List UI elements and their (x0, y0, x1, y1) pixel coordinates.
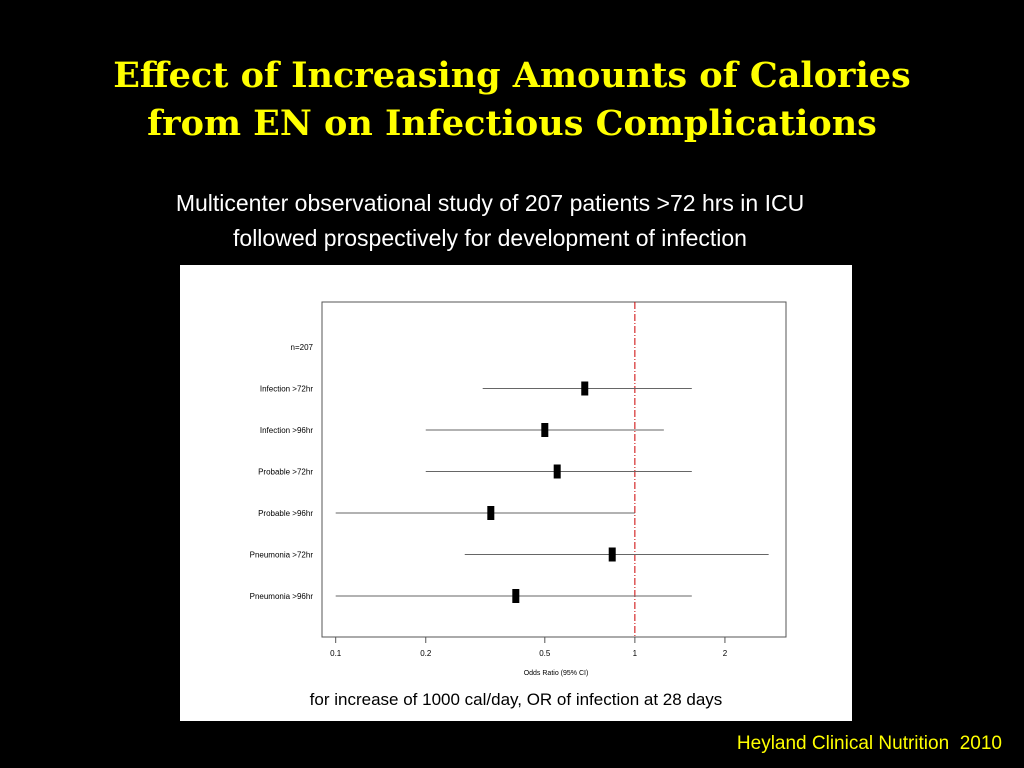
x-tick-label: 1 (633, 649, 638, 658)
row-label: Probable >72hr (258, 468, 313, 477)
forest-plot: n=207 Infection >72hr Infection >96hr Proba… (250, 301, 787, 677)
slide-title: Effect of Increasing Amounts of Calories… (0, 52, 1024, 148)
or-marker (581, 381, 589, 396)
row-label: Probable >96hr (258, 509, 313, 518)
chart-panel: n=207 Infection >72hr Infection >96hr Proba… (180, 265, 852, 721)
subtitle-line-1: Multicenter observational study of 207 p… (175, 190, 805, 216)
x-tick-label: 0.2 (420, 649, 432, 658)
or-marker (608, 547, 616, 562)
header-label: n=207 (291, 343, 314, 352)
row-label: Infection >96hr (260, 426, 313, 435)
slide-title-line-1: Effect of Increasing Amounts of Calories (113, 55, 911, 96)
row-label: Pneumonia >96hr (250, 592, 314, 601)
row-label: Pneumonia >72hr (250, 551, 314, 560)
or-marker (553, 464, 561, 479)
or-marker (487, 506, 495, 520)
or-marker (512, 589, 520, 603)
chart-caption: for increase of 1000 cal/day, OR of infe… (309, 690, 723, 709)
row-label: Infection >72hr (260, 385, 313, 394)
x-tick-label: 2 (723, 649, 728, 658)
slide-title-line-2: from EN on Infectious Complications (147, 103, 877, 144)
slide-subtitle: Multicenter observational study of 207 p… (0, 186, 980, 256)
or-marker (541, 423, 549, 437)
x-axis-label: Odds Ratio (95% CI) (524, 670, 589, 677)
citation: Heyland Clinical Nutrition 2010 (736, 733, 1002, 754)
subtitle-line-2: followed prospectively for development o… (233, 225, 747, 251)
x-tick-label: 0.1 (330, 649, 342, 658)
plot-frame (321, 301, 787, 638)
x-tick-label: 0.5 (539, 649, 551, 658)
